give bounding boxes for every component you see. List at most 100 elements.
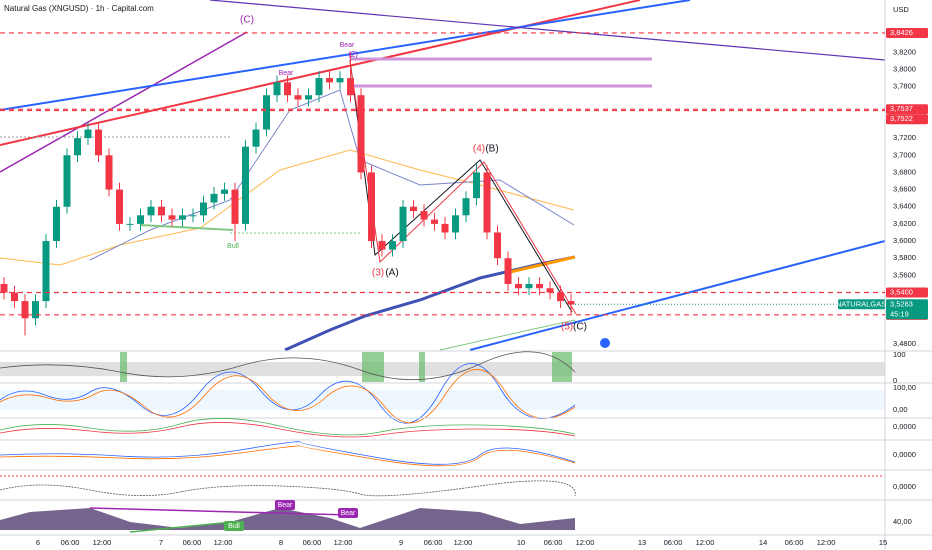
x-tick-label: 06:00 [544, 538, 563, 547]
price-label: 3,7522 [890, 114, 913, 123]
x-tick-label: 12:00 [817, 538, 836, 547]
x-tick-label: 13 [638, 538, 646, 547]
candle-body [84, 129, 92, 139]
candle-body [284, 82, 292, 96]
candle-body [168, 215, 176, 220]
rsi-band [0, 362, 885, 376]
y-tick-label: 3,6400 [893, 202, 916, 211]
candle-body [231, 189, 239, 224]
y-tick-label: 3,6800 [893, 167, 916, 176]
price-label-box [886, 114, 928, 125]
x-tick-label: 9 [399, 538, 403, 547]
y-tick-label: 3,8200 [893, 47, 916, 56]
candle-body [74, 138, 82, 156]
last-price-name-box [838, 299, 885, 310]
x-tick-label: 12:00 [334, 538, 353, 547]
wave-label: (C) [240, 15, 254, 26]
candle-body [336, 78, 344, 83]
candle-body [189, 215, 197, 217]
candle-body [420, 211, 428, 220]
candle-body [546, 288, 554, 293]
x-tick-label: 12:00 [696, 538, 715, 547]
candle-body [0, 283, 8, 293]
indicator-line [0, 369, 576, 424]
currency-label: USD [893, 5, 909, 14]
candle-body [315, 78, 323, 96]
candle-body [452, 215, 460, 233]
candle-body [305, 95, 313, 100]
divergence-line [129, 521, 234, 533]
candle-body [179, 215, 187, 220]
wave-label: (3) [372, 268, 384, 279]
pane-label: 0 [893, 376, 897, 385]
signal-label: Bear [278, 502, 293, 509]
x-tick-label: 6 [36, 538, 40, 547]
y-tick-label: 3,7200 [893, 133, 916, 142]
candle-body [105, 155, 113, 190]
candle-body [263, 95, 271, 130]
candle-body [378, 241, 386, 250]
candle-body [137, 215, 145, 224]
x-tick-label: 06:00 [785, 538, 804, 547]
x-tick-label: 06:00 [183, 538, 202, 547]
chart-title: Natural Gas (XNGUSD) · 1h · Capital.com [4, 4, 154, 13]
x-tick-label: 06:00 [61, 538, 80, 547]
y-tick-label: 3,5800 [893, 253, 916, 262]
y-tick-label: 3,5600 [893, 270, 916, 279]
pane-label: 100 [893, 350, 906, 359]
last-price-box [886, 299, 928, 320]
signal-box [338, 508, 358, 518]
event-icon[interactable] [600, 338, 610, 348]
y-tick-label: 3,8000 [893, 64, 916, 73]
x-tick-label: 06:00 [303, 538, 322, 547]
trendline [0, 0, 691, 111]
last-price-name: NATURALGAS [836, 299, 886, 308]
candle-body [126, 223, 134, 225]
candle-body [473, 172, 481, 199]
wave-label: (A) [385, 268, 398, 279]
indicator-line [0, 418, 576, 436]
candle-body [252, 129, 260, 147]
candle-body [294, 95, 302, 100]
y-tick-label: 3,7800 [893, 82, 916, 91]
indicator-line [0, 441, 576, 465]
signal-box [275, 500, 295, 510]
indicator-line [0, 351, 576, 381]
candle-body [242, 146, 250, 224]
candle-body [357, 95, 365, 173]
candle-body [347, 78, 355, 96]
moving-average [509, 255, 576, 274]
price-label: 3,8426 [890, 28, 913, 37]
candle-body [567, 301, 575, 305]
candle-body [326, 78, 334, 83]
moving-average [439, 319, 576, 351]
candle-body [158, 206, 166, 216]
x-tick-label: 06:00 [664, 538, 683, 547]
signal-label: Bear [340, 42, 355, 49]
x-tick-label: 15 [879, 538, 887, 547]
signal-label: Bear [279, 70, 294, 77]
candle-body [273, 82, 281, 96]
x-tick-label: 12:00 [214, 538, 233, 547]
indicator-line [0, 480, 576, 497]
wave-label: (4) [473, 144, 485, 155]
candle-body [462, 198, 470, 216]
price-label-box [886, 104, 928, 115]
x-tick-label: 8 [279, 538, 283, 547]
y-tick-label: 3,4800 [893, 339, 916, 348]
candle-body [399, 206, 407, 242]
signal-label: Bull [228, 523, 240, 530]
moving-average [0, 149, 575, 266]
price-label-box [886, 27, 928, 38]
price-label: 3,5400 [890, 288, 913, 297]
abc-pattern [349, 61, 577, 315]
trendline [209, 0, 886, 61]
y-tick-label: 3,7000 [893, 150, 916, 159]
x-tick-label: 14 [759, 538, 767, 547]
candle-body [53, 206, 61, 242]
candle-body [95, 129, 103, 156]
x-tick-label: 12:00 [93, 538, 112, 547]
indicator-line [0, 445, 576, 467]
x-tick-label: 12:00 [454, 538, 473, 547]
